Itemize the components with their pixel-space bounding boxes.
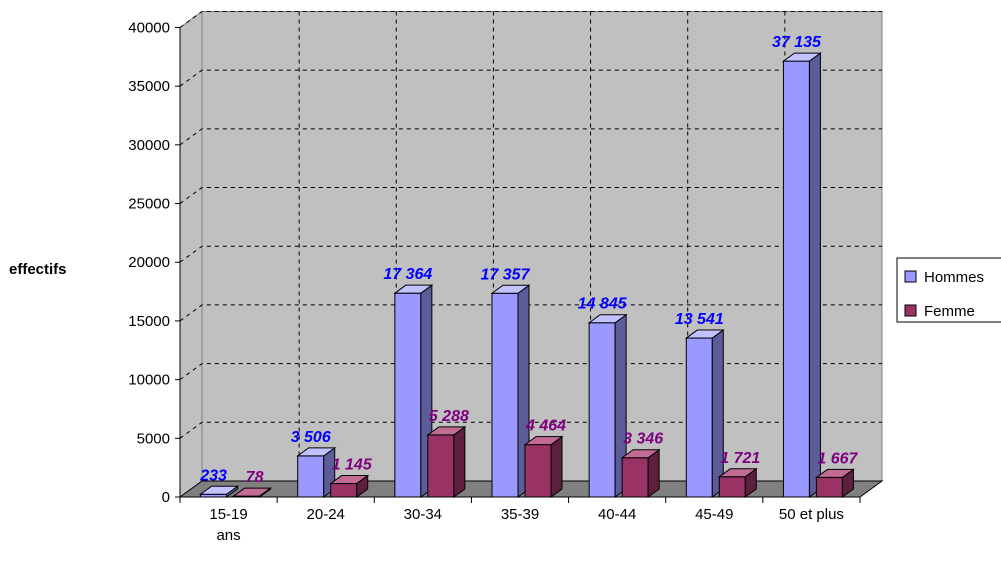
gridline-h bbox=[179, 421, 882, 439]
y-tick-label: 5000 bbox=[137, 430, 170, 447]
x-tick-label: 20-24 bbox=[307, 506, 345, 523]
y-tick-label: 10000 bbox=[128, 372, 170, 389]
y-tick-label: 30000 bbox=[128, 137, 170, 154]
gridline-h bbox=[179, 187, 882, 204]
x-tick-label: 45-49 bbox=[695, 506, 733, 523]
y-tick-label: 25000 bbox=[128, 196, 170, 213]
gridlines bbox=[179, 10, 882, 481]
gridline-h bbox=[179, 69, 882, 87]
data-label-hommes: 17 357 bbox=[481, 266, 531, 283]
data-label-femme: 78 bbox=[246, 469, 264, 486]
bars bbox=[199, 52, 855, 498]
bar-hommes bbox=[296, 446, 337, 498]
x-tick-label: 30-34 bbox=[404, 506, 442, 523]
x-tick-label: 40-44 bbox=[598, 506, 636, 523]
bar-hommes bbox=[393, 284, 434, 498]
y-tick-label: 20000 bbox=[128, 254, 170, 271]
axes: 0 5000 10000 15000 20000 25000 30000 35000 40000… bbox=[128, 19, 861, 544]
x-tick-label: 35-39 bbox=[501, 506, 539, 523]
x-tick-label: 15-19 ans bbox=[209, 506, 247, 544]
data-label-femme: 3 346 bbox=[623, 431, 663, 448]
gridline-h bbox=[179, 10, 882, 28]
data-label-femme: 1 667 bbox=[817, 450, 858, 467]
legend-swatch-hommes bbox=[904, 270, 917, 283]
bar-hommes bbox=[684, 329, 725, 498]
legend-label-femme: Femme bbox=[924, 303, 975, 320]
y-axis-label: effectifs bbox=[9, 261, 67, 278]
bar-femme bbox=[329, 474, 370, 498]
gridline-h bbox=[179, 304, 882, 322]
bar-hommes bbox=[490, 284, 531, 498]
bar-femme bbox=[426, 425, 467, 498]
y-tick-label: 15000 bbox=[128, 313, 170, 330]
bar-femme bbox=[523, 435, 564, 498]
y-tick-label: 0 bbox=[162, 489, 170, 506]
bar-hommes bbox=[199, 485, 240, 498]
legend-swatch-femme bbox=[904, 304, 917, 317]
data-label-hommes: 13 541 bbox=[675, 311, 724, 328]
gridline-h bbox=[179, 245, 882, 263]
bar-femme bbox=[620, 448, 661, 498]
gridline-h bbox=[179, 363, 882, 381]
gridline-h bbox=[179, 128, 882, 146]
data-label-hommes: 14 845 bbox=[578, 296, 628, 313]
y-tick-label: 40000 bbox=[128, 19, 170, 36]
data-label-femme: 5 288 bbox=[429, 408, 469, 425]
x-tick-label: 50 et plus bbox=[779, 506, 844, 523]
data-label-femme: 1 145 bbox=[332, 457, 373, 474]
data-label-hommes: 233 bbox=[199, 467, 227, 484]
y-tick-label: 35000 bbox=[128, 78, 170, 95]
bar-femme bbox=[814, 468, 855, 498]
data-label-femme: 4 464 bbox=[525, 418, 566, 435]
bar-hommes bbox=[781, 52, 822, 498]
bar-femme bbox=[717, 467, 758, 498]
data-label-hommes: 3 506 bbox=[291, 429, 331, 446]
data-label-hommes: 17 364 bbox=[383, 266, 432, 283]
legend-label-hommes: Hommes bbox=[924, 269, 984, 286]
legend: Hommes Femme bbox=[896, 257, 1001, 323]
data-label-hommes: 37 135 bbox=[772, 34, 822, 51]
data-label-femme: 1 721 bbox=[720, 450, 760, 467]
bar-hommes bbox=[587, 313, 628, 498]
